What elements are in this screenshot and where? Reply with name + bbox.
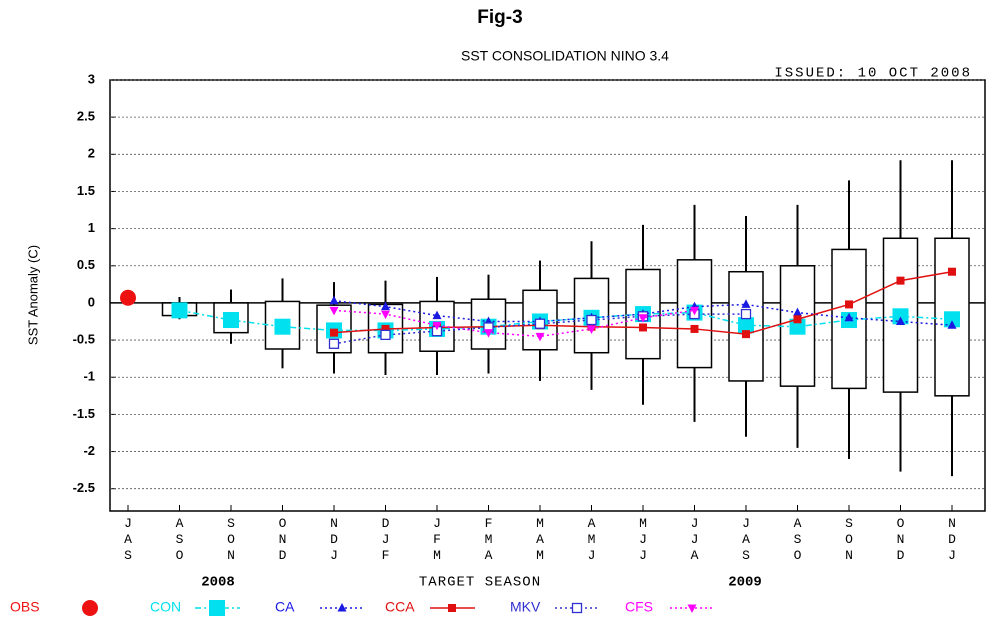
marker <box>687 604 697 613</box>
marker <box>896 316 905 326</box>
marker <box>944 311 960 328</box>
y-tick-label: -0.5 <box>73 332 95 347</box>
marker <box>639 323 647 332</box>
marker <box>171 302 188 319</box>
legend-item: CFS <box>625 599 715 615</box>
legend-label: CON <box>150 599 181 615</box>
marker <box>209 600 225 616</box>
marker <box>587 325 596 334</box>
marker <box>844 312 854 322</box>
marker <box>330 328 338 337</box>
marker <box>448 604 456 612</box>
marker <box>329 306 339 316</box>
marker <box>432 310 442 320</box>
issued-note: ISSUED: 10 OCT 2008 <box>774 66 972 82</box>
chart-title: SST CONSOLIDATION NINO 3.4 <box>461 48 669 64</box>
y-tick-label: 0.5 <box>77 257 95 272</box>
legend-label: CA <box>275 599 295 615</box>
legend-item: CON <box>150 599 240 616</box>
marker <box>586 314 597 326</box>
marker <box>741 299 751 308</box>
marker <box>571 602 583 614</box>
figure-label: Fig-3 <box>477 7 522 28</box>
marker <box>432 321 442 331</box>
y-tick-label: 2.5 <box>77 109 95 124</box>
legend-item: MKV <box>510 599 600 615</box>
marker <box>793 315 802 324</box>
year-label: 2008 <box>201 575 235 591</box>
marker <box>948 267 956 276</box>
marker <box>738 317 754 334</box>
marker <box>82 600 98 616</box>
marker <box>381 301 390 311</box>
marker <box>381 310 390 320</box>
y-tick-label: -2.5 <box>73 480 95 495</box>
legend-label: CFS <box>625 599 653 615</box>
y-tick-label: 2 <box>88 146 95 161</box>
marker <box>380 329 391 341</box>
y-tick-label: 3 <box>88 71 95 86</box>
y-tick-label: -2 <box>83 443 95 458</box>
year-label: 2009 <box>728 575 762 591</box>
legend-item: OBS <box>10 599 98 616</box>
marker <box>381 324 390 333</box>
marker <box>638 314 648 323</box>
y-tick-label: -1 <box>83 369 95 384</box>
marker <box>535 332 545 342</box>
marker <box>892 308 909 325</box>
legend-item: CCA <box>385 599 475 615</box>
marker <box>329 295 339 305</box>
marker <box>484 329 493 338</box>
legend-label: MKV <box>510 599 541 615</box>
marker <box>947 320 957 329</box>
y-tick-label: 1 <box>88 220 95 235</box>
marker <box>742 330 750 339</box>
y-tick-label: 1.5 <box>77 183 95 198</box>
x-axis-label: TARGET SEASON <box>419 575 541 591</box>
marker <box>690 306 699 316</box>
y-tick-label: -1.5 <box>73 406 95 421</box>
marker <box>690 324 699 333</box>
marker <box>896 276 905 285</box>
series-line <box>333 309 695 338</box>
marker <box>793 307 802 317</box>
marker <box>223 312 239 329</box>
marker <box>337 603 347 612</box>
legend-label: CCA <box>385 599 415 615</box>
legend-label: OBS <box>10 599 40 615</box>
series-line <box>179 309 953 332</box>
marker <box>120 289 136 306</box>
legend-item: CA <box>275 599 365 615</box>
marker <box>740 308 752 320</box>
y-tick-label: 0 <box>88 294 95 309</box>
y-axis-label: SST Anomaly (C) <box>25 245 40 345</box>
marker <box>845 300 853 309</box>
box <box>573 277 610 354</box>
marker <box>274 318 291 335</box>
marker <box>328 338 340 349</box>
marker <box>534 318 546 329</box>
